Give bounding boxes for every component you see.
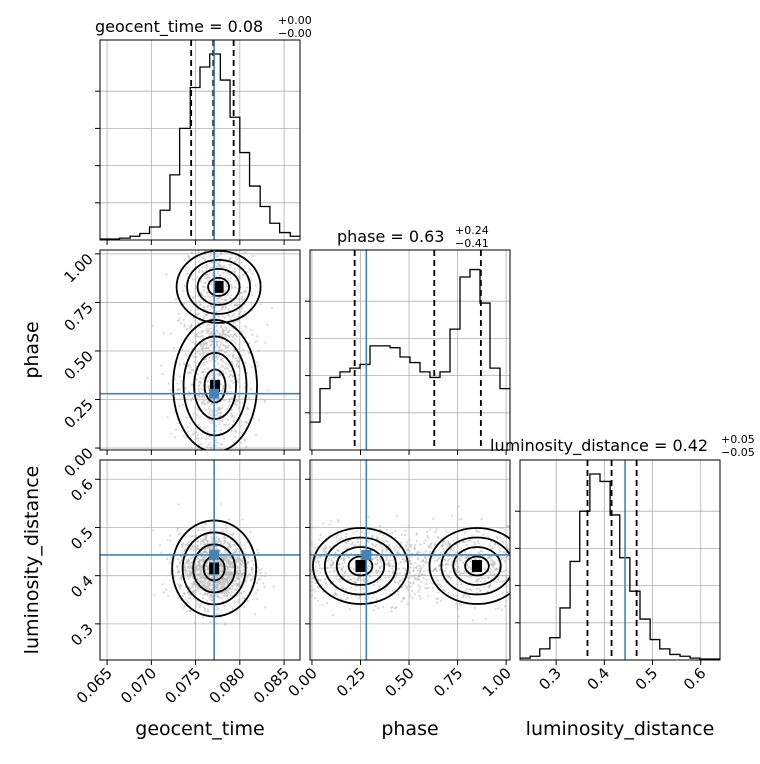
xlabel-phase: phase bbox=[381, 718, 438, 740]
panel-phase-geocent_time: 0.00 0.25 0.50 0.75 1.00 bbox=[60, 249, 301, 481]
contour-level-1 bbox=[440, 536, 510, 596]
panel-phase-phase bbox=[305, 249, 511, 455]
title-luminosity-distance-minus: −0.05 bbox=[721, 446, 755, 459]
tick-label-phase: 0.75 bbox=[60, 299, 96, 335]
tick-label-luminosity_distance: 0.6 bbox=[680, 664, 710, 694]
tick-label-luminosity_distance: 0.4 bbox=[584, 664, 614, 694]
tick-label-phase: 0.50 bbox=[382, 664, 418, 700]
axes-frame bbox=[99, 459, 301, 661]
contour-level-0 bbox=[172, 319, 258, 450]
panel-geocent_time-geocent_time bbox=[95, 39, 301, 245]
contour-level-1 bbox=[323, 536, 398, 596]
xlabel-luminosity-distance: luminosity_distance bbox=[526, 718, 715, 740]
tick-label-phase: 0.00 bbox=[60, 444, 96, 480]
truth-point bbox=[209, 549, 220, 560]
title-phase: phase = 0.63 bbox=[337, 227, 444, 246]
axes-frame bbox=[99, 39, 301, 241]
histogram-phase bbox=[310, 268, 510, 423]
tick-label-geocent_time: 0.065 bbox=[73, 664, 116, 707]
title-phase-plus: +0.24 bbox=[455, 224, 489, 237]
contour-level-2 bbox=[335, 546, 386, 586]
sample-points bbox=[146, 250, 274, 450]
density-peak bbox=[355, 560, 366, 573]
tick-label-phase: 1.00 bbox=[60, 250, 96, 286]
contour-level-3 bbox=[464, 555, 490, 577]
title-luminosity-distance-plus: +0.05 bbox=[721, 433, 755, 446]
tick-label-geocent_time: 0.080 bbox=[206, 664, 249, 707]
density-peak bbox=[210, 379, 221, 392]
tick-label-luminosity_distance: 0.5 bbox=[632, 664, 662, 694]
axes-frame bbox=[519, 459, 721, 661]
contour-level-2 bbox=[452, 546, 502, 586]
density-peak bbox=[213, 280, 224, 293]
panel-luminosity_distance-phase: 0.00 0.25 0.50 0.75 1.00 bbox=[284, 459, 515, 700]
tick-label-luminosity_distance: 0.3 bbox=[535, 664, 565, 694]
truth-point bbox=[361, 549, 372, 560]
tick-label-luminosity_distance: 0.5 bbox=[67, 524, 97, 554]
tick-label-phase: 0.50 bbox=[60, 347, 96, 383]
panel-luminosity_distance-luminosity_distance: 0.3 0.4 0.5 0.6 bbox=[515, 459, 721, 694]
title-geocent-time-minus: −0.00 bbox=[278, 27, 312, 40]
tick-label-geocent_time: 0.075 bbox=[161, 664, 204, 707]
contour-level-1 bbox=[182, 335, 248, 437]
contour-level-2 bbox=[196, 267, 241, 306]
title-geocent-time-plus: +0.00 bbox=[278, 14, 312, 27]
title-luminosity-distance: luminosity_distance = 0.42 bbox=[490, 436, 708, 456]
density-peak bbox=[471, 560, 482, 573]
contour-level-1 bbox=[186, 258, 251, 315]
xlabel-geocent-time: geocent_time bbox=[135, 718, 264, 740]
truth-point bbox=[209, 388, 220, 399]
contour-level-2 bbox=[193, 352, 237, 420]
axes-frame bbox=[309, 249, 511, 451]
tick-label-geocent_time: 0.070 bbox=[117, 664, 160, 707]
title-geocent-time: geocent_time = 0.08 bbox=[95, 17, 263, 37]
axes-frame bbox=[309, 459, 511, 661]
tick-label-phase: 0.75 bbox=[430, 664, 466, 700]
tick-label-phase: 1.00 bbox=[479, 664, 515, 700]
ylabel-phase: phase bbox=[21, 321, 43, 378]
contour-level-3 bbox=[203, 368, 227, 404]
tick-label-luminosity_distance: 0.4 bbox=[67, 572, 97, 602]
sample-points bbox=[310, 505, 510, 622]
histogram-luminosity_distance bbox=[520, 473, 720, 660]
ylabel-luminosity-distance: luminosity_distance bbox=[21, 466, 43, 655]
contour-level-0 bbox=[312, 527, 409, 605]
title-phase-minus: −0.41 bbox=[455, 237, 489, 250]
axes-frame bbox=[99, 249, 301, 451]
contour-level-0 bbox=[428, 527, 510, 605]
histogram-geocent_time bbox=[100, 53, 300, 240]
tick-label-phase: 0.25 bbox=[60, 396, 96, 432]
contour-level-3 bbox=[207, 276, 230, 297]
contour-level-0 bbox=[175, 250, 262, 324]
tick-label-phase: 0.00 bbox=[284, 664, 320, 700]
tick-label-luminosity_distance: 0.3 bbox=[67, 620, 97, 650]
contour-level-3 bbox=[347, 555, 374, 577]
tick-label-phase: 0.25 bbox=[333, 664, 369, 700]
